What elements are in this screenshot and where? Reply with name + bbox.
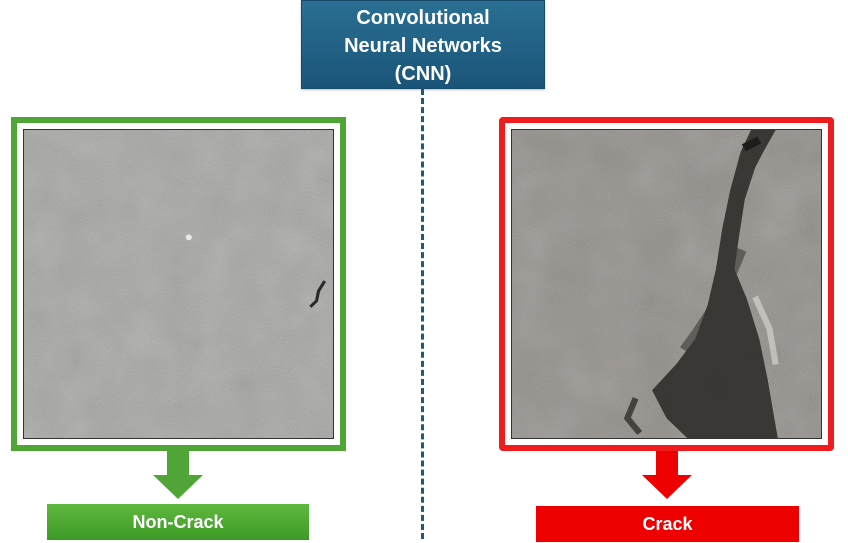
title-line-2: Neural Networks xyxy=(344,34,502,57)
down-arrow-icon xyxy=(153,451,203,499)
cnn-title-box: Convolutional Neural Networks (CNN) xyxy=(301,0,545,89)
title-line-3: (CNN) xyxy=(394,62,452,85)
non-crack-label: Non-Crack xyxy=(47,504,309,540)
crack-image-frame xyxy=(499,117,834,451)
title-line-1: Convolutional xyxy=(356,6,490,29)
crack-label: Crack xyxy=(536,506,799,542)
down-arrow-icon xyxy=(642,451,692,499)
non-crack-image-frame xyxy=(11,117,346,451)
crack-concrete-image xyxy=(511,129,822,439)
non-crack-concrete-image xyxy=(23,129,334,439)
center-dashed-divider xyxy=(421,89,424,539)
